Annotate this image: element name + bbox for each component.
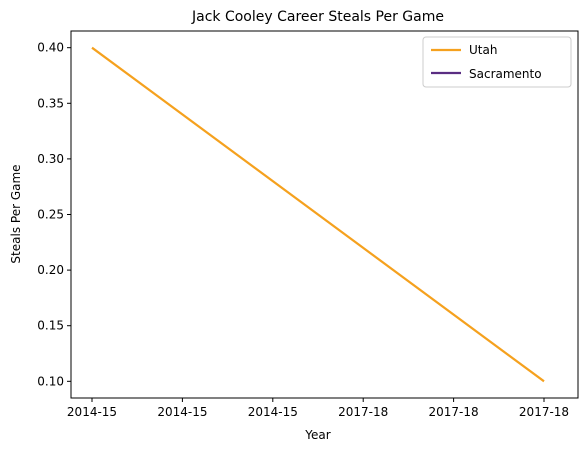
series-lines	[91, 46, 545, 383]
y-tick-label: 0.20	[37, 263, 64, 277]
y-tick-label: 0.25	[37, 208, 64, 222]
y-tick-label: 0.15	[37, 319, 64, 333]
legend: Utah Sacramento	[422, 36, 572, 88]
y-tick-label: 0.10	[37, 374, 64, 388]
legend-label-utah: Utah	[469, 43, 497, 57]
y-axis: 0.10 0.15 0.20 0.25 0.30 0.35 0.40	[37, 41, 71, 388]
y-tick-label: 0.40	[37, 41, 64, 55]
x-tick-label: 2014-15	[248, 405, 298, 419]
legend-label-sacramento: Sacramento	[469, 67, 542, 81]
x-axis-label: Year	[304, 428, 330, 442]
chart-title: Jack Cooley Career Steals Per Game	[191, 9, 444, 25]
plot-frame	[70, 30, 579, 399]
x-tick-label: 2017-18	[338, 405, 388, 419]
y-axis-label: Steals Per Game	[9, 164, 23, 263]
series-line-utah	[91, 46, 545, 383]
x-tick-label: 2017-18	[519, 405, 569, 419]
y-tick-label: 0.30	[37, 152, 64, 166]
x-tick-label: 2017-18	[429, 405, 479, 419]
y-tick-label: 0.35	[37, 96, 64, 110]
x-tick-label: 2014-15	[157, 405, 207, 419]
x-axis: 2014-15 2014-15 2014-15 2017-18 2017-18 2017-…	[67, 398, 569, 419]
x-tick-label: 2014-15	[67, 405, 117, 419]
